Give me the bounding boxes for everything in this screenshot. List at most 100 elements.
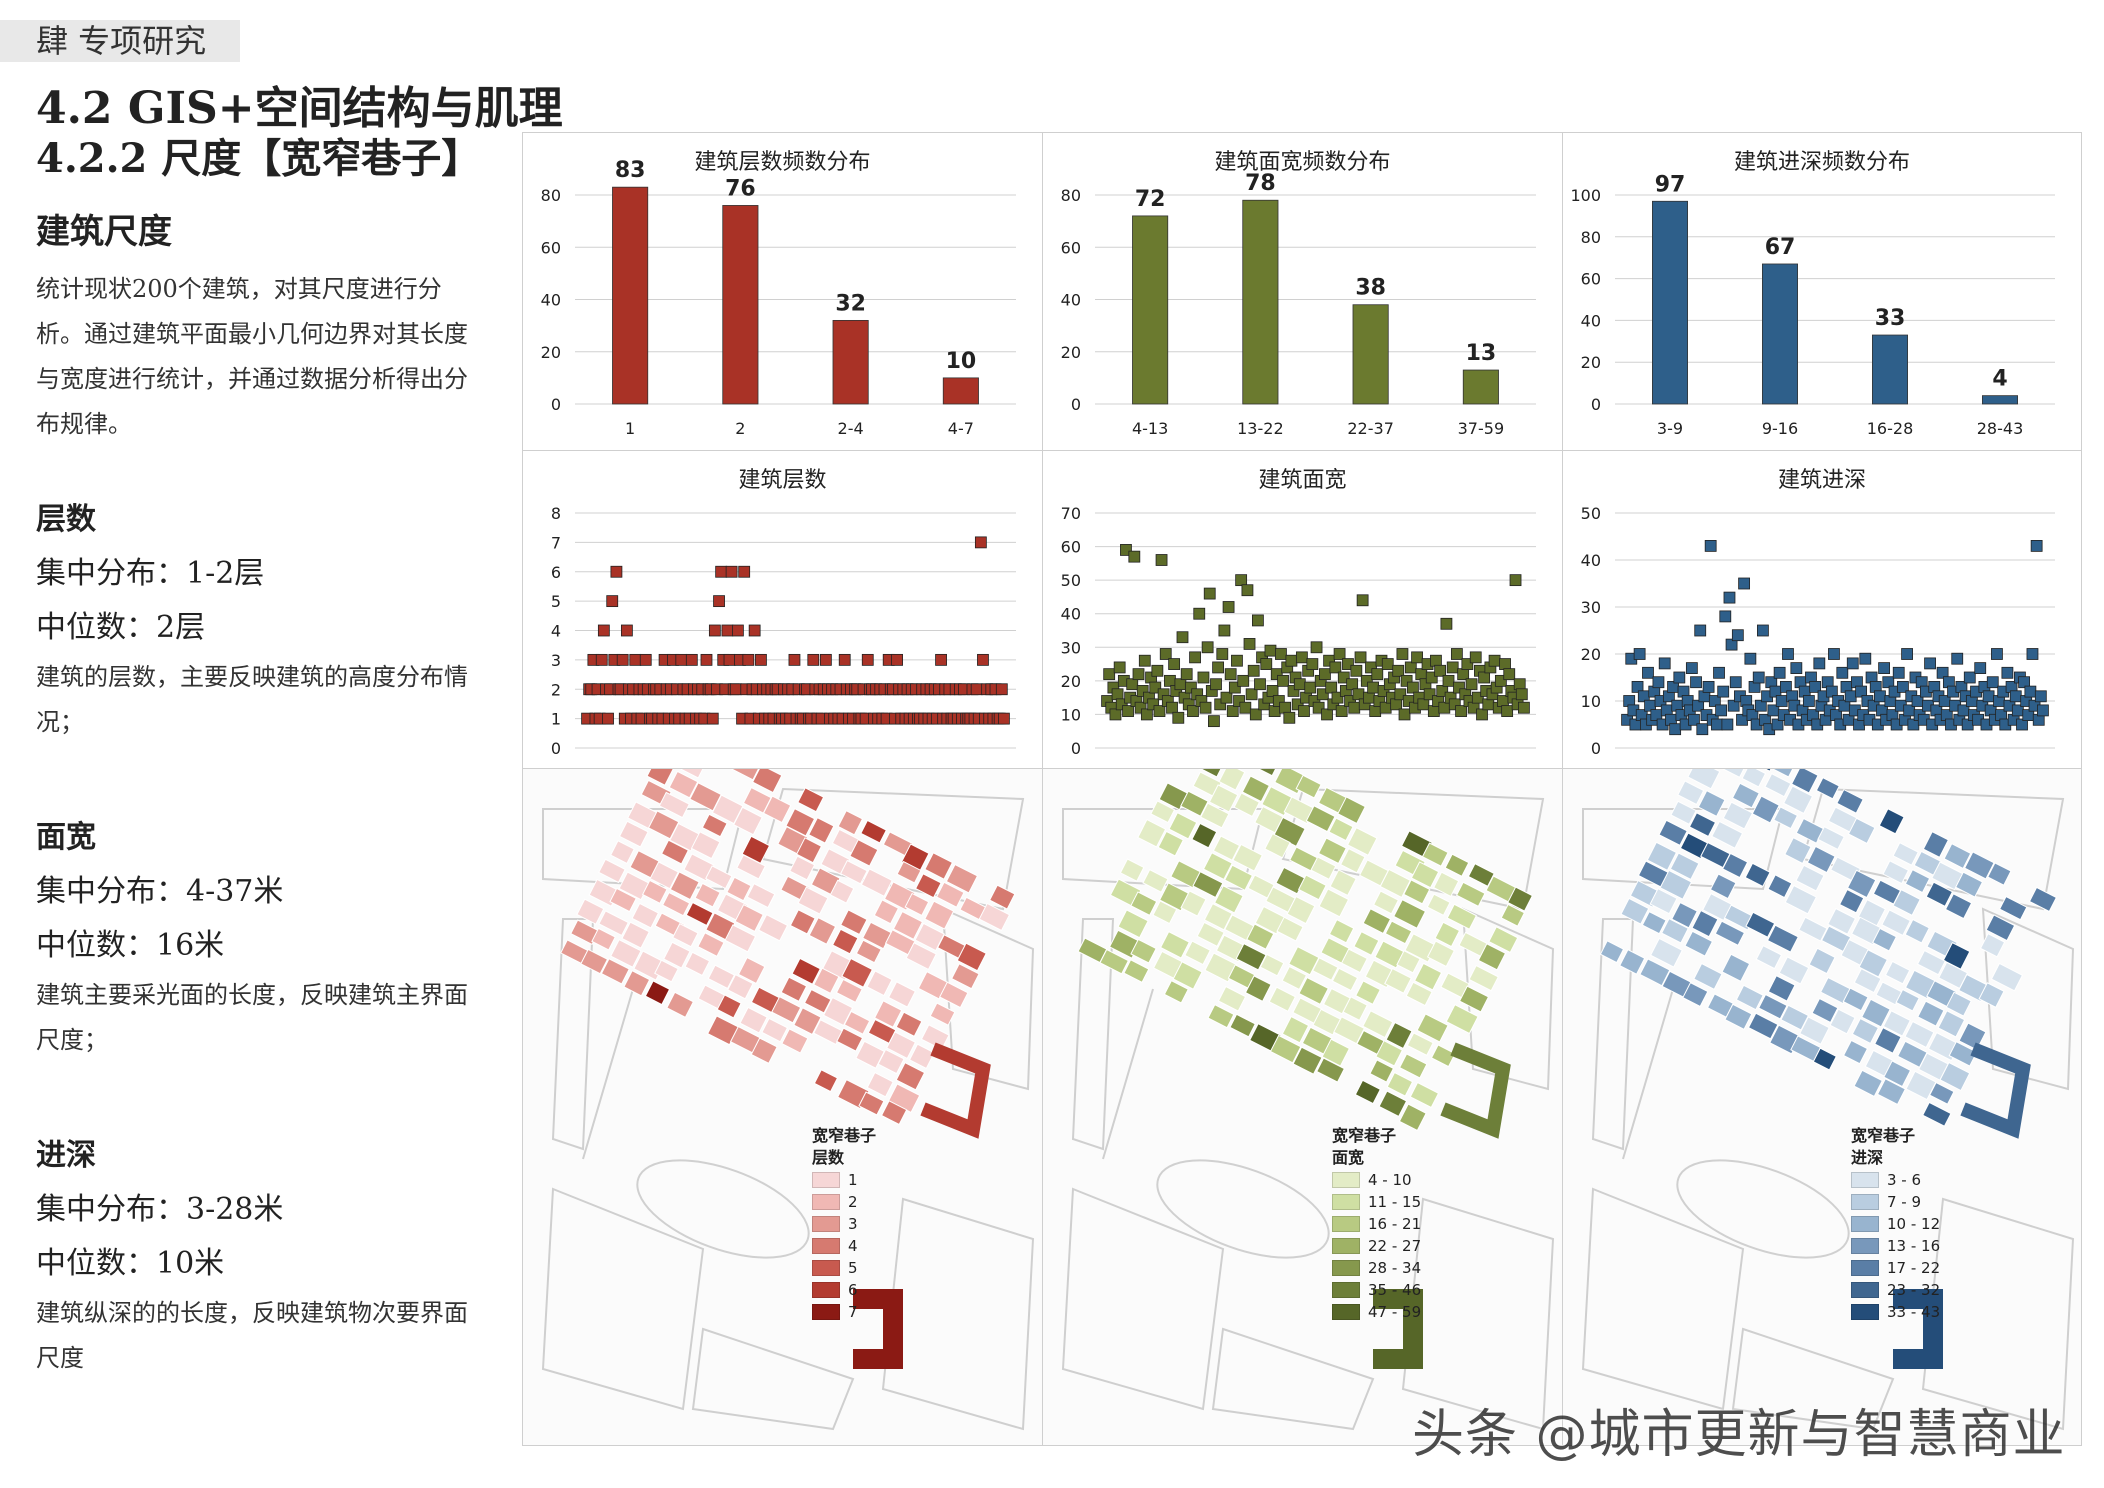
legend-swatch	[1851, 1216, 1879, 1232]
scatter-point	[1203, 587, 1216, 600]
building-block	[808, 917, 837, 945]
building-block	[808, 817, 835, 844]
building-block	[1163, 980, 1189, 1004]
building-block	[1191, 822, 1218, 849]
building-block	[1827, 907, 1857, 935]
scatter-point	[1430, 654, 1442, 667]
building-block	[813, 967, 840, 994]
building-block	[1340, 948, 1368, 974]
building-block	[866, 970, 893, 997]
scatter-point	[1122, 705, 1134, 717]
legend-swatch	[812, 1282, 840, 1298]
legend-item: 33 - 43	[1851, 1301, 1940, 1323]
scatter-point	[1494, 674, 1507, 687]
building-block	[1688, 812, 1717, 838]
y-tick-label: 80	[1581, 228, 1601, 247]
legend-label: 13 - 16	[1887, 1237, 1941, 1255]
scatter-point	[1120, 544, 1132, 556]
building-block	[1639, 958, 1671, 987]
building-block	[1619, 949, 1646, 975]
building-block	[1745, 911, 1776, 938]
building-block	[1203, 902, 1233, 931]
building-block	[598, 858, 626, 884]
building-block	[727, 973, 754, 1000]
legend-swatch	[812, 1238, 840, 1254]
building-block	[1922, 831, 1950, 858]
scatter-point	[713, 595, 725, 608]
building-block	[1224, 864, 1254, 891]
group-line: 集中分布：1-2层	[36, 556, 265, 591]
scatter-point	[1754, 699, 1767, 712]
bar-chart-floors: 建筑层数频数分布 0 20 40 60 80 83 1 76 2 32 2-4 10 4-7	[523, 133, 1043, 451]
building-block	[623, 970, 651, 997]
scatter-point	[1275, 648, 1287, 660]
left-column: 建筑尺度 统计现状200个建筑，对其尺度进行分析。通过建筑平面最小几何边界对其长…	[36, 204, 476, 1381]
y-tick-label: 4	[551, 622, 561, 641]
building-block	[896, 860, 922, 884]
building-block	[1362, 1010, 1394, 1039]
y-tick-label: 40	[541, 291, 561, 310]
y-tick-label: 10	[1061, 705, 1081, 724]
legend-swatch	[1332, 1260, 1360, 1276]
legend-swatch	[1332, 1172, 1360, 1188]
scatter-point	[935, 653, 947, 666]
building-block	[668, 770, 699, 799]
scatter-point	[1448, 698, 1461, 711]
legend-item: 47 - 59	[1332, 1301, 1421, 1323]
y-tick-label: 20	[1061, 672, 1081, 691]
legend-item: 28 - 34	[1332, 1257, 1421, 1279]
building-block	[684, 951, 711, 977]
building-block	[1784, 884, 1818, 915]
building-block	[950, 963, 980, 990]
legend-swatch	[1332, 1304, 1360, 1320]
building-block	[945, 863, 979, 894]
building-block	[1398, 1103, 1427, 1132]
building-block	[1714, 920, 1746, 947]
legend-swatch	[1851, 1304, 1879, 1320]
building-block	[1130, 891, 1158, 917]
building-block	[1410, 861, 1440, 889]
scatter-point	[1363, 691, 1375, 704]
scatter-point	[1488, 654, 1501, 667]
scatter-point	[1690, 676, 1702, 689]
bar	[1242, 199, 1279, 405]
legend-label: 28 - 34	[1368, 1259, 1422, 1277]
building-block	[737, 956, 766, 985]
scatter-point	[1291, 698, 1304, 711]
legend-label: 22 - 27	[1368, 1237, 1422, 1255]
building-block	[663, 941, 691, 969]
scatter-point	[1239, 701, 1252, 714]
scatter-point	[1721, 718, 1734, 731]
scatter-point	[1392, 664, 1405, 677]
building-block	[621, 921, 650, 949]
landmark-building	[920, 1042, 991, 1139]
scatter-point	[974, 536, 987, 549]
building-block	[660, 839, 690, 865]
building-block	[1937, 1010, 1966, 1038]
building-block	[1426, 940, 1455, 968]
scatter-point	[1708, 695, 1721, 707]
y-tick-label: 1	[551, 710, 561, 729]
scatter-point	[1218, 624, 1231, 637]
building-block	[733, 806, 763, 836]
y-tick-label: 20	[1581, 645, 1601, 664]
building-block	[791, 957, 821, 985]
legend-label: 1	[848, 1171, 858, 1189]
legend-item: 10 - 12	[1851, 1213, 1940, 1235]
legend-item: 17 - 22	[1851, 1257, 1940, 1279]
building-block	[1709, 873, 1737, 900]
scatter-point	[729, 683, 742, 696]
scatter-point	[1325, 681, 1338, 694]
scatter-point	[1295, 651, 1308, 664]
building-block	[836, 1027, 864, 1052]
scatter-point	[1268, 705, 1281, 717]
x-tick-label: 9-16	[1762, 419, 1798, 438]
building-block	[1433, 871, 1460, 898]
building-block	[1671, 901, 1698, 929]
building-block	[1259, 953, 1285, 977]
bar	[942, 377, 979, 405]
x-tick-label: 4-13	[1132, 419, 1168, 438]
scatter-point	[1245, 688, 1258, 701]
scatter-chart-svg: 建筑面宽 0 10 20 30 40 50 60 70	[1061, 468, 1536, 758]
context-outline	[541, 1187, 705, 1411]
